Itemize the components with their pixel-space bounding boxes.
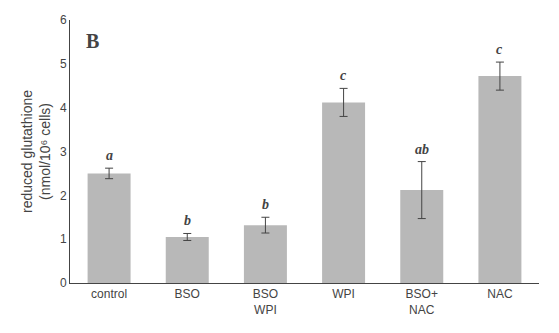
svg-text:NAC: NAC — [487, 287, 513, 301]
svg-text:b: b — [262, 197, 269, 212]
svg-text:c: c — [496, 42, 503, 57]
svg-text:c: c — [340, 68, 347, 83]
svg-text:b: b — [184, 213, 191, 228]
svg-text:WPI: WPI — [332, 287, 355, 301]
svg-text:control: control — [91, 287, 127, 301]
svg-text:1: 1 — [60, 232, 67, 246]
svg-text:ab: ab — [415, 142, 429, 157]
svg-text:a: a — [106, 148, 113, 163]
svg-text:5: 5 — [60, 57, 67, 71]
svg-text:0: 0 — [60, 276, 67, 290]
svg-text:2: 2 — [60, 189, 67, 203]
svg-text:reduced glutathione(nmol/10⁶ c: reduced glutathione(nmol/10⁶ cells) — [19, 90, 53, 213]
svg-text:4: 4 — [60, 101, 67, 115]
svg-text:BSOWPI: BSOWPI — [253, 287, 278, 317]
svg-text:B: B — [86, 30, 99, 52]
svg-text:BSO+NAC: BSO+NAC — [406, 287, 438, 317]
svg-text:BSO: BSO — [175, 287, 200, 301]
svg-text:6: 6 — [60, 13, 67, 27]
svg-text:3: 3 — [60, 145, 67, 159]
